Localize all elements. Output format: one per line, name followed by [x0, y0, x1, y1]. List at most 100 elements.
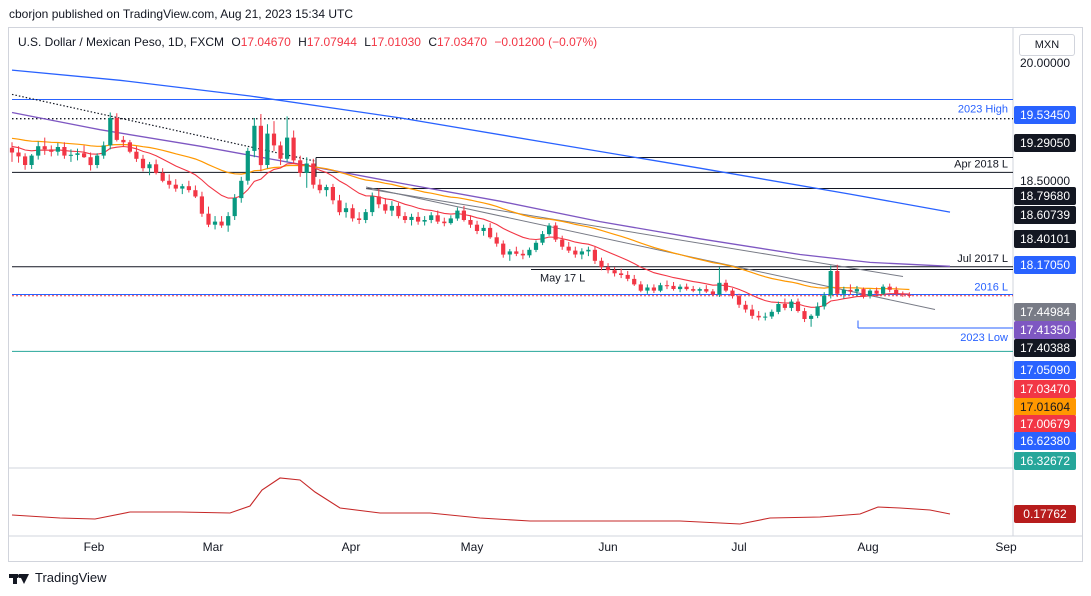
candle-body[interactable] [894, 289, 899, 294]
candle-body[interactable] [507, 251, 512, 255]
candle-body[interactable] [455, 210, 460, 219]
candle-body[interactable] [795, 301, 801, 311]
candle-body[interactable] [743, 304, 748, 310]
candle-body[interactable] [809, 315, 814, 319]
candle-body[interactable] [841, 289, 846, 294]
candle-body[interactable] [822, 295, 827, 307]
candle-body[interactable] [900, 293, 905, 295]
candle-body[interactable] [193, 190, 198, 197]
candle-body[interactable] [802, 311, 807, 319]
candle-body[interactable] [337, 200, 342, 213]
candle-body[interactable] [291, 137, 296, 161]
candle-body[interactable] [265, 133, 270, 165]
candle-body[interactable] [612, 270, 617, 274]
candle-body[interactable] [121, 139, 126, 143]
candle-body[interactable] [75, 153, 80, 155]
candle-body[interactable] [140, 158, 146, 169]
candle-body[interactable] [134, 151, 139, 159]
candle-body[interactable] [756, 315, 761, 318]
candle-body[interactable] [638, 284, 643, 291]
candle-body[interactable] [789, 301, 794, 308]
candle-body[interactable] [389, 205, 394, 211]
candle-body[interactable] [442, 221, 447, 224]
candle-body[interactable] [520, 253, 525, 256]
candle-body[interactable] [684, 286, 689, 290]
candle-body[interactable] [782, 304, 787, 308]
candle-body[interactable] [167, 180, 172, 185]
candle-body[interactable] [160, 172, 165, 181]
candle-body[interactable] [540, 234, 545, 243]
candle-body[interactable] [16, 152, 21, 157]
candle-body[interactable] [88, 157, 93, 166]
candle-body[interactable] [710, 291, 715, 295]
candle-body[interactable] [239, 180, 244, 199]
candle-body[interactable] [730, 290, 735, 297]
candle-body[interactable] [324, 187, 329, 191]
candle-body[interactable] [763, 316, 768, 318]
candle-body[interactable] [704, 289, 709, 292]
candle-body[interactable] [619, 273, 624, 275]
candle-body[interactable] [776, 304, 781, 312]
candle-body[interactable] [363, 212, 368, 220]
candle-body[interactable] [461, 210, 466, 220]
candle-body[interactable] [599, 260, 604, 268]
candle-body[interactable] [180, 186, 185, 189]
candle-body[interactable] [68, 154, 73, 156]
candle-body[interactable] [494, 237, 499, 244]
candle-body[interactable] [317, 184, 322, 191]
candle-body[interactable] [533, 242, 539, 250]
candle-body[interactable] [62, 147, 67, 156]
candle-body[interactable] [881, 286, 886, 294]
candle-body[interactable] [402, 216, 408, 220]
candle-body[interactable] [651, 287, 656, 291]
candle-body[interactable] [468, 220, 473, 225]
candle-body[interactable] [383, 204, 388, 211]
candle-body[interactable] [95, 155, 100, 165]
candle-body[interactable] [854, 289, 859, 292]
candle-body[interactable] [697, 289, 702, 291]
candle-body[interactable] [82, 153, 87, 158]
candle-body[interactable] [9, 147, 15, 153]
candle-body[interactable] [586, 249, 591, 252]
candle-body[interactable] [226, 216, 231, 226]
candle-body[interactable] [861, 289, 866, 297]
candle-body[interactable] [311, 163, 316, 185]
candle-body[interactable] [376, 196, 381, 205]
candle-body[interactable] [330, 187, 335, 201]
candle-body[interactable] [573, 250, 578, 255]
candle-body[interactable] [429, 215, 434, 220]
candle-body[interactable] [173, 184, 178, 189]
candle-body[interactable] [723, 282, 728, 291]
candle-body[interactable] [435, 215, 440, 222]
candle-body[interactable] [258, 125, 263, 166]
candle-body[interactable] [219, 221, 224, 226]
candle-body[interactable] [186, 186, 191, 191]
candle-body[interactable] [605, 267, 611, 271]
candle-body[interactable] [736, 296, 742, 305]
candle-body[interactable] [566, 246, 571, 251]
candle-body[interactable] [448, 218, 453, 224]
candle-body[interactable] [29, 155, 34, 165]
candle-body[interactable] [114, 117, 119, 140]
candle-body[interactable] [717, 282, 722, 295]
candle-body[interactable] [474, 224, 480, 231]
candle-body[interactable] [212, 221, 218, 225]
candle-body[interactable] [206, 213, 211, 225]
candle-body[interactable] [298, 160, 303, 173]
candle-body[interactable] [632, 278, 637, 285]
candle-body[interactable] [49, 149, 54, 152]
candle-body[interactable] [271, 133, 277, 146]
candle-body[interactable] [199, 196, 204, 214]
candle-body[interactable] [848, 289, 853, 292]
candle-body[interactable] [127, 142, 132, 152]
candle-body[interactable] [907, 294, 912, 296]
candle-body[interactable] [409, 216, 414, 220]
candle-body[interactable] [101, 145, 106, 156]
candle-body[interactable] [252, 125, 257, 151]
candle-body[interactable] [108, 117, 113, 146]
candle-body[interactable] [560, 239, 565, 247]
candle-body[interactable] [55, 147, 60, 152]
candle-body[interactable] [514, 251, 519, 254]
candle-body[interactable] [154, 164, 159, 173]
